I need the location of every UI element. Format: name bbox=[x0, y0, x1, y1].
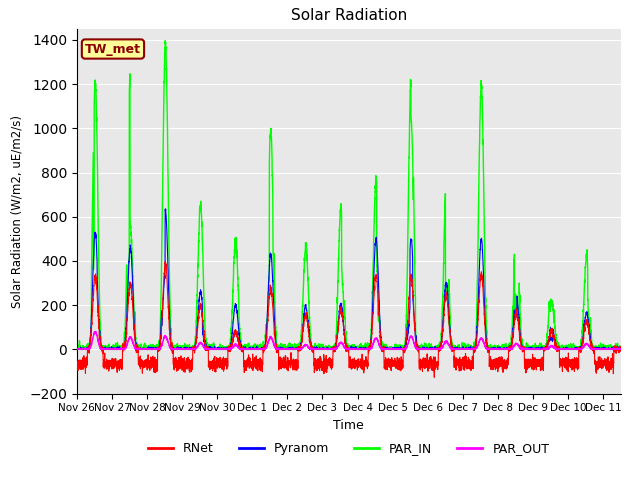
Text: TW_met: TW_met bbox=[85, 43, 141, 56]
Pyranom bbox=[634, 346, 640, 351]
RNet bbox=[431, 374, 438, 380]
Pyranom bbox=[379, 347, 387, 352]
PAR_IN bbox=[634, 346, 640, 352]
RNet bbox=[161, 258, 169, 264]
PAR_OUT bbox=[409, 336, 417, 342]
PAR_IN bbox=[409, 151, 417, 157]
PAR_IN bbox=[161, 37, 169, 43]
Line: RNet: RNet bbox=[77, 261, 638, 377]
Line: PAR_IN: PAR_IN bbox=[77, 40, 638, 349]
RNet bbox=[73, 358, 81, 363]
PAR_IN bbox=[554, 345, 562, 351]
RNet bbox=[409, 286, 417, 291]
RNet bbox=[634, 365, 640, 371]
RNet bbox=[379, 346, 387, 351]
RNet bbox=[540, 368, 547, 373]
PAR_IN bbox=[73, 347, 81, 352]
Title: Solar Radiation: Solar Radiation bbox=[291, 9, 407, 24]
Y-axis label: Solar Radiation (W/m2, uE/m2/s): Solar Radiation (W/m2, uE/m2/s) bbox=[11, 115, 24, 308]
Pyranom bbox=[73, 347, 81, 352]
Line: PAR_OUT: PAR_OUT bbox=[77, 332, 638, 349]
PAR_OUT bbox=[634, 346, 640, 351]
PAR_OUT bbox=[512, 341, 520, 347]
Legend: RNet, Pyranom, PAR_IN, PAR_OUT: RNet, Pyranom, PAR_IN, PAR_OUT bbox=[143, 437, 554, 460]
PAR_IN bbox=[512, 306, 520, 312]
Line: Pyranom: Pyranom bbox=[77, 209, 638, 349]
PAR_OUT bbox=[73, 346, 81, 352]
Pyranom bbox=[540, 347, 547, 352]
RNet bbox=[512, 312, 520, 318]
PAR_IN bbox=[189, 347, 197, 352]
X-axis label: Time: Time bbox=[333, 419, 364, 432]
PAR_OUT bbox=[540, 347, 547, 352]
PAR_IN bbox=[379, 345, 387, 351]
PAR_IN bbox=[540, 347, 547, 352]
Pyranom bbox=[409, 254, 417, 260]
RNet bbox=[554, 346, 562, 351]
PAR_OUT bbox=[554, 347, 562, 352]
Pyranom bbox=[554, 347, 562, 352]
PAR_OUT bbox=[73, 347, 81, 352]
PAR_OUT bbox=[92, 329, 99, 335]
Pyranom bbox=[512, 309, 520, 314]
RNet bbox=[189, 344, 197, 349]
PAR_OUT bbox=[379, 347, 387, 352]
PAR_OUT bbox=[189, 347, 197, 352]
Pyranom bbox=[162, 206, 170, 212]
Pyranom bbox=[189, 347, 197, 352]
